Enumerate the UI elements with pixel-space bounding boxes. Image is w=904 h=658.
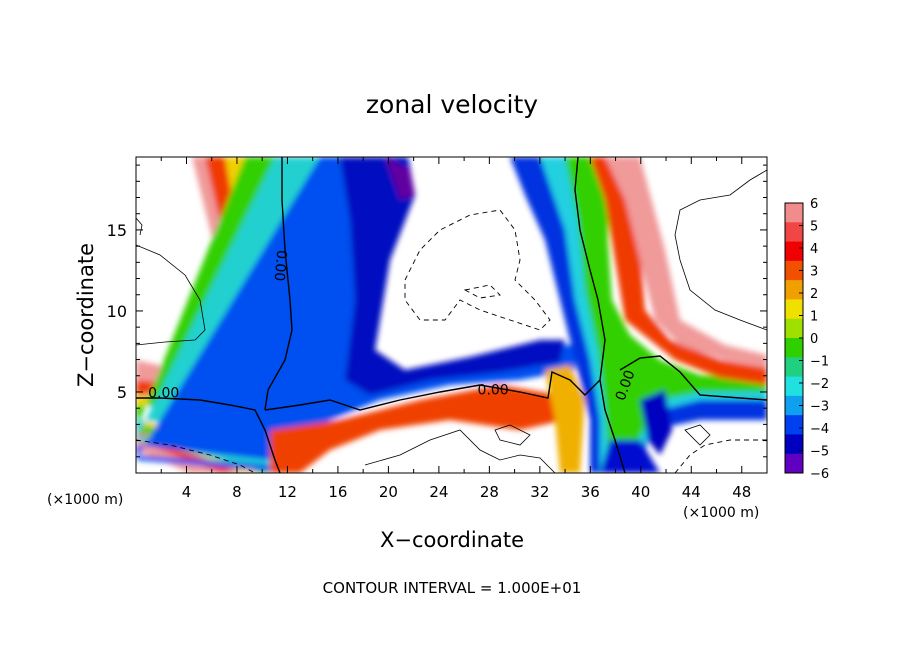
field-navy-right-bottom	[600, 440, 660, 473]
x-tick-label: 24	[429, 483, 448, 501]
colorbar-swatch	[785, 395, 803, 416]
contour-positive-left	[136, 244, 206, 346]
y-axis: 5 10 15	[107, 164, 767, 458]
x-tick-label: 48	[732, 483, 751, 501]
colorbar-label: 1	[810, 310, 818, 325]
colorbar-label: 5	[810, 220, 818, 235]
zero-contour-left	[136, 157, 293, 473]
contour-negative-lower-left	[136, 439, 256, 473]
heatmap-field: 0.000.000.00 0.00	[136, 157, 767, 473]
x-tick-label: 20	[379, 483, 398, 501]
contour-positive-right	[674, 169, 767, 331]
colorbar: 6 5 4 3 2 1 0 −1 −2 −3 −4 −5 −6	[784, 197, 829, 482]
contour-label: 0.00	[271, 249, 290, 281]
colorbar-label: 6	[810, 197, 818, 212]
colorbar-label: −3	[810, 400, 829, 415]
x-tick-label: 16	[328, 483, 347, 501]
colorbar-label: −4	[810, 422, 829, 437]
zero-contours	[136, 157, 767, 473]
field-navy-right-low	[640, 390, 672, 455]
colorbar-label: 3	[810, 265, 818, 280]
colorbar-swatch	[785, 357, 803, 378]
field-purple-top	[385, 157, 415, 200]
x-axis-label: X−coordinate	[380, 528, 524, 552]
x-axis: 4 8 12 16 20 24 28 32 36 40 44 48	[160, 157, 751, 501]
x-tick-label: 36	[581, 483, 600, 501]
colorbar-swatch	[785, 453, 803, 474]
colorbar-swatch	[785, 280, 803, 300]
field-yellow-low	[545, 365, 585, 473]
colorbar-label: −5	[810, 445, 829, 460]
y-tick-label: 5	[117, 383, 127, 402]
contour-positive-low-2	[494, 424, 531, 446]
x-tick-label: 28	[480, 483, 499, 501]
plot-frame	[135, 156, 768, 474]
field-green-right	[565, 157, 767, 473]
y-tick-label: 15	[107, 221, 127, 240]
colorbar-swatch	[785, 376, 803, 397]
contour-interval-note: CONTOUR INTERVAL = 1.000E+01	[323, 579, 582, 597]
x-tick-label: 12	[278, 483, 297, 501]
colorbar-label: −2	[810, 377, 829, 392]
colorbar-label: 0	[810, 332, 818, 347]
colorbar-label: 4	[810, 242, 818, 257]
zero-contour-center	[264, 157, 606, 411]
contour-positive-right-low	[684, 424, 711, 446]
colorbar-swatch	[785, 434, 803, 455]
x-tick-label: 8	[232, 483, 242, 501]
colorbar-label: −6	[810, 467, 829, 482]
field-positive-low	[270, 385, 565, 473]
field-navy-center	[340, 157, 565, 395]
x-units-left: (×1000 m)	[47, 492, 123, 508]
colorbar-swatch	[785, 318, 803, 339]
colorbar-swatch	[785, 299, 803, 320]
thin-contours	[136, 169, 767, 473]
x-tick-label: 32	[530, 483, 549, 501]
colorbar-swatch	[785, 338, 803, 358]
colorbar-label: 2	[810, 287, 818, 302]
colorbar-swatch	[785, 222, 803, 243]
contour-positive-low	[364, 429, 556, 473]
contour-positive-left-top	[136, 217, 143, 236]
x-units-right: (×1000 m)	[683, 505, 759, 521]
zero-contour-right	[599, 355, 767, 473]
x-tick-label: 4	[182, 483, 192, 501]
colorbar-swatch	[785, 203, 803, 223]
contour-label: 0.00	[478, 382, 509, 398]
x-tick-label: 44	[682, 483, 701, 501]
x-tick-label: 40	[631, 483, 650, 501]
chart-title: zonal velocity	[366, 90, 538, 119]
y-axis-label: Z−coordinate	[74, 243, 98, 387]
field-pink-right	[605, 157, 767, 368]
y-tick-label: 10	[107, 302, 127, 321]
colorbar-swatch	[785, 260, 803, 281]
colorbar-swatch	[785, 241, 803, 262]
dashed-contours	[136, 209, 767, 473]
colorbar-label: −1	[810, 355, 829, 370]
contour-negative-upper-inner	[463, 284, 501, 299]
colorbar-swatch	[785, 415, 803, 435]
contour-label: 0.00	[148, 386, 179, 402]
